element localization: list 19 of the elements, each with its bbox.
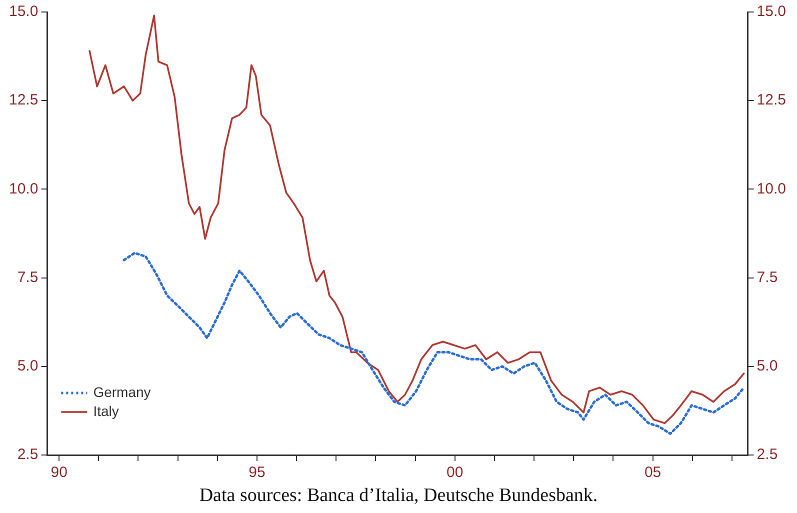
legend-label: Italy [93,402,119,419]
y-tick-label: 15.0 [8,3,38,20]
x-tick-label: 05 [644,464,662,482]
x-tick-label: 95 [248,464,266,482]
y2-tick-label: 15.0 [756,3,786,20]
x-tick-label: 90 [50,464,68,482]
y-tick-label: 10.0 [8,180,38,198]
y2-tick-label: 7.5 [756,268,778,286]
y-tick-label: 5.0 [17,358,38,375]
y2-tick-label: 12.5 [756,92,786,109]
y2-tick-label: 5.0 [756,358,778,375]
y-tick-label: 12.5 [8,92,38,109]
y-tick-label: 2.5 [17,446,38,464]
x-tick-label: 00 [446,464,464,482]
legend-label: Germany [93,384,151,400]
y2-tick-label: 10.0 [756,180,786,198]
text: Data sources: Banca d’Italia, Deutsche Bundesbank. [198,485,599,507]
y2-tick-label: 2.5 [756,446,778,464]
y-tick-label: 7.5 [17,268,38,286]
